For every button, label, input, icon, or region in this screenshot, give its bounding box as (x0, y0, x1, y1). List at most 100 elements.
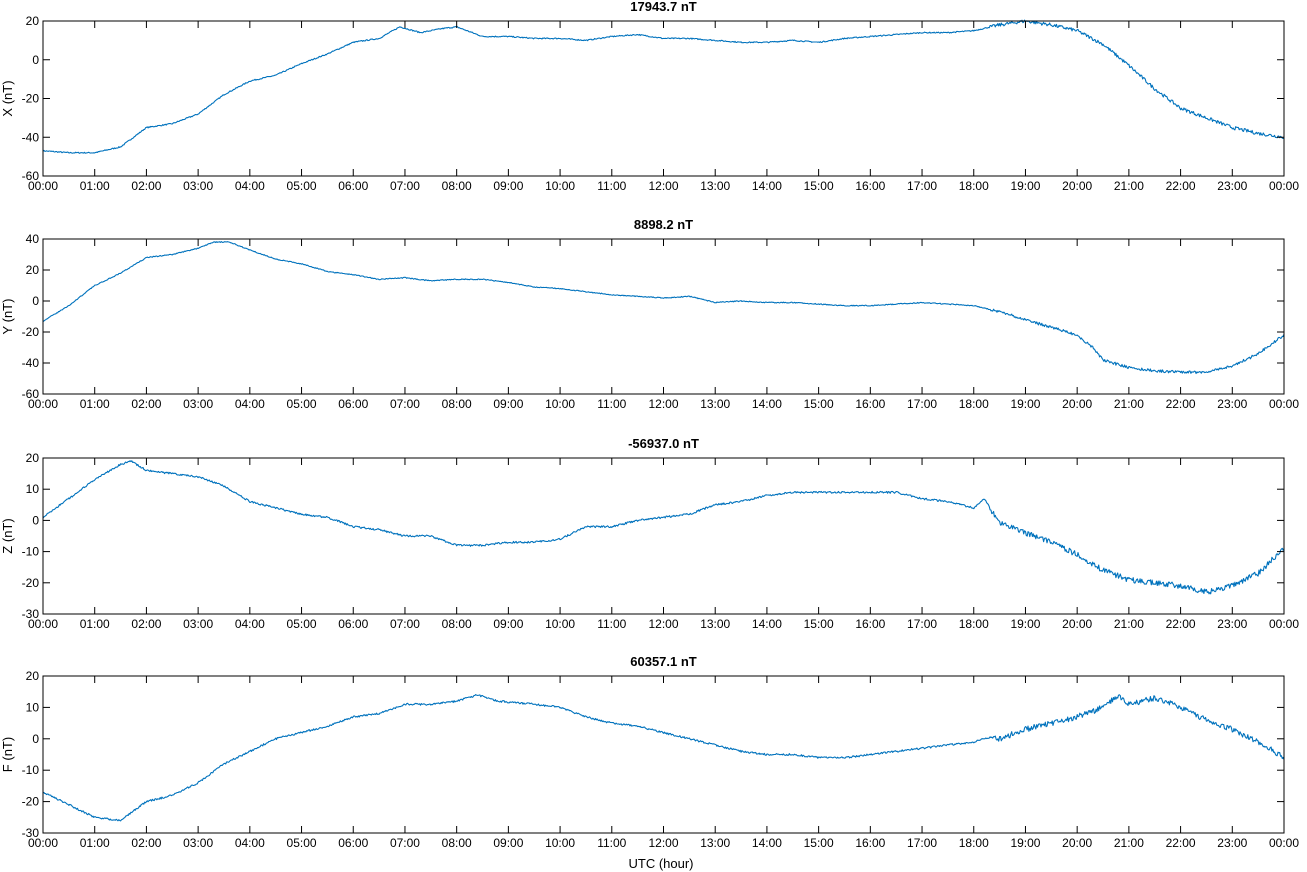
x-tick-label: 18:00 (959, 179, 989, 193)
data-trace (42, 694, 1285, 822)
x-tick-label: 09:00 (493, 836, 523, 850)
y-tick-label: 20 (26, 263, 40, 277)
x-tick-label: 12:00 (648, 397, 678, 411)
y-tick-label: -20 (22, 325, 40, 339)
x-tick-label: 14:00 (752, 617, 782, 631)
x-tick-label: 07:00 (390, 397, 420, 411)
x-tick-label: 14:00 (752, 836, 782, 850)
x-tick-label: 23:00 (1217, 836, 1247, 850)
y-axis-label: F (nT) (0, 737, 15, 772)
y-tick-label: 10 (26, 700, 40, 714)
x-tick-label: 12:00 (648, 617, 678, 631)
x-tick-label: 09:00 (493, 397, 523, 411)
y-tick-label: -20 (22, 576, 40, 590)
x-tick-label: 11:00 (597, 397, 626, 411)
x-tick-label: 11:00 (597, 179, 626, 193)
x-tick-label: 04:00 (235, 617, 265, 631)
x-tick-label: 05:00 (287, 179, 317, 193)
x-tick-label: 00:00 (28, 179, 58, 193)
x-tick-label: 01:00 (80, 836, 110, 850)
x-tick-label: 01:00 (80, 179, 110, 193)
y-tick-label: -20 (22, 795, 40, 809)
x-tick-label: 15:00 (804, 617, 834, 631)
x-tick-label: 19:00 (1010, 397, 1040, 411)
x-tick-label: 16:00 (855, 617, 885, 631)
y-tick-label: -60 (22, 387, 40, 401)
x-tick-label: 21:00 (1114, 836, 1144, 850)
x-tick-label: 21:00 (1114, 397, 1144, 411)
axes-box (42, 457, 1285, 615)
x-tick-label: 07:00 (390, 836, 420, 850)
data-trace (42, 460, 1285, 595)
x-tick-label: 05:00 (287, 617, 317, 631)
x-tick-label: 22:00 (1166, 836, 1196, 850)
y-tick-label: 0 (32, 513, 39, 527)
x-tick-label: 17:00 (907, 617, 937, 631)
y-tick-label: 0 (32, 53, 39, 67)
x-tick-label: 05:00 (287, 397, 317, 411)
axes-box (42, 20, 1285, 177)
x-tick-label: 15:00 (804, 179, 834, 193)
axes-box (42, 675, 1285, 834)
data-trace (42, 241, 1285, 375)
x-tick-label: 23:00 (1217, 397, 1247, 411)
x-tick-label: 18:00 (959, 836, 989, 850)
y-tick-label: -10 (22, 763, 40, 777)
x-tick-label: 14:00 (752, 179, 782, 193)
panel-title: 60357.1 nT (630, 654, 697, 669)
panel-1: 00:00 01:00 02:00 03:00 04:00 05:00 06:00 07:00… (0, 0, 1299, 193)
x-tick-label: 08:00 (442, 397, 472, 411)
y-tick-label: -10 (22, 545, 40, 559)
x-tick-label: 02:00 (131, 617, 161, 631)
x-tick-label: 22:00 (1166, 179, 1196, 193)
x-tick-label: 13:00 (700, 617, 730, 631)
x-tick-label: 08:00 (442, 836, 472, 850)
x-tick-label: 09:00 (493, 179, 523, 193)
x-tick-label: 10:00 (545, 836, 575, 850)
x-tick-label: 20:00 (1062, 836, 1092, 850)
x-tick-label: 17:00 (907, 836, 937, 850)
x-tick-label: 11:00 (597, 836, 626, 850)
x-tick-label: 15:00 (804, 836, 834, 850)
x-tick-label: 08:00 (442, 179, 472, 193)
x-tick-label: 00:00 (28, 397, 58, 411)
y-tick-label: 0 (32, 732, 39, 746)
x-tick-label: 20:00 (1062, 179, 1092, 193)
y-tick-label: -30 (22, 826, 40, 840)
x-tick-label: 06:00 (338, 397, 368, 411)
x-tick-label: 20:00 (1062, 397, 1092, 411)
x-tick-label: 21:00 (1114, 179, 1144, 193)
x-tick-label: 00:00 (28, 836, 58, 850)
x-tick-label: 04:00 (235, 179, 265, 193)
x-tick-label: 22:00 (1166, 617, 1196, 631)
panel-title: -56937.0 nT (628, 436, 699, 451)
x-tick-label: 13:00 (700, 397, 730, 411)
panel-title: 8898.2 nT (634, 217, 693, 232)
x-tick-label: 16:00 (855, 836, 885, 850)
x-tick-label: 06:00 (338, 836, 368, 850)
x-tick-label: 13:00 (700, 179, 730, 193)
panel-3: 00:00 01:00 02:00 03:00 04:00 05:00 06:00 07:00… (0, 436, 1299, 631)
x-tick-label: 00:00 (1269, 617, 1299, 631)
y-tick-label: 10 (26, 482, 40, 496)
x-tick-label: 10:00 (545, 397, 575, 411)
x-tick-label: 13:00 (700, 836, 730, 850)
y-tick-label: -30 (22, 607, 40, 621)
x-tick-label: 01:00 (80, 397, 110, 411)
data-trace (42, 19, 1285, 154)
x-tick-label: 07:00 (390, 617, 420, 631)
y-tick-label: -20 (22, 92, 40, 106)
panel-2: 00:00 01:00 02:00 03:00 04:00 05:00 06:00 07:00… (0, 217, 1299, 411)
x-tick-label: 00:00 (1269, 836, 1299, 850)
x-tick-label: 01:00 (80, 617, 110, 631)
axes-box (42, 238, 1285, 395)
x-tick-label: 19:00 (1010, 179, 1040, 193)
x-tick-label: 09:00 (493, 617, 523, 631)
x-tick-label: 21:00 (1114, 617, 1144, 631)
y-tick-label: 20 (26, 451, 40, 465)
x-tick-label: 04:00 (235, 397, 265, 411)
x-tick-label: 18:00 (959, 397, 989, 411)
x-tick-label: 03:00 (183, 397, 213, 411)
y-tick-label: -40 (22, 130, 40, 144)
subplot-panels: 00:00 01:00 02:00 03:00 04:00 05:00 06:00 07:00… (0, 0, 1299, 850)
